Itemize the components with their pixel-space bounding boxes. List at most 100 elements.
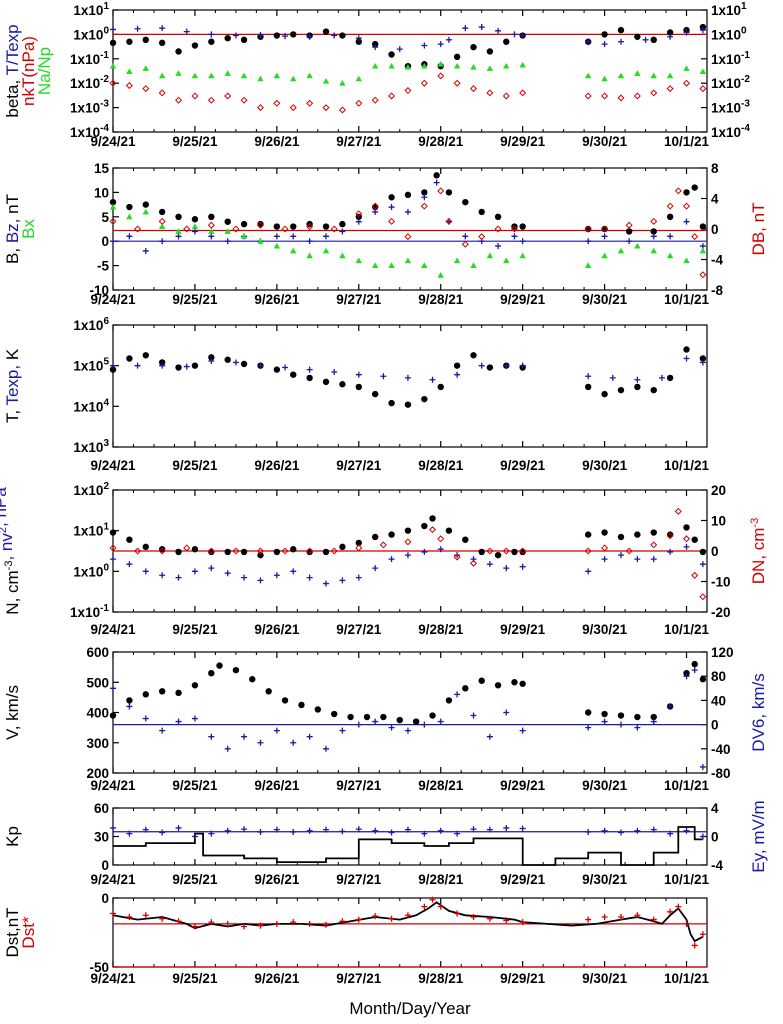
data-point	[126, 703, 133, 710]
data-point	[421, 189, 428, 196]
data-point	[650, 718, 657, 725]
data-point	[355, 826, 362, 833]
data-point	[355, 383, 362, 391]
data-point	[691, 536, 698, 543]
data-point	[232, 547, 240, 555]
data-point	[207, 96, 215, 104]
data-point	[486, 48, 494, 55]
data-point	[486, 826, 493, 833]
data-point	[486, 89, 494, 97]
data-point	[371, 96, 379, 104]
data-point	[257, 75, 264, 82]
data-point	[433, 172, 440, 179]
y-tick-label: 15	[94, 161, 110, 176]
y-label-part: T,	[3, 406, 22, 424]
data-point	[445, 697, 453, 704]
data-point	[224, 745, 231, 752]
y-tick-label: 400	[86, 706, 109, 721]
x-tick-label: 9/27/21	[336, 778, 382, 793]
data-point	[372, 718, 379, 725]
data-point	[584, 225, 592, 233]
data-point	[502, 547, 510, 555]
data-point	[142, 85, 150, 93]
data-point	[257, 922, 264, 929]
x-tick-label: 10/1/21	[664, 778, 710, 793]
y-label-part: V, km/s	[3, 685, 22, 740]
data-point	[585, 916, 592, 923]
data-point	[110, 910, 116, 917]
data-point	[208, 830, 215, 837]
data-point	[290, 247, 297, 254]
y-tick-label: 600	[86, 645, 109, 660]
y-tick-base: 1x10	[70, 101, 100, 116]
x-tick-label: 9/26/21	[254, 872, 300, 887]
data-point	[634, 531, 641, 538]
data-point	[634, 70, 641, 76]
data-point	[110, 362, 116, 369]
data-point	[273, 233, 280, 240]
data-point	[625, 547, 633, 555]
data-point	[191, 42, 199, 49]
data-point	[142, 208, 149, 215]
y-label-part: nT	[3, 194, 22, 214]
x-tick-label: 9/26/21	[254, 458, 300, 473]
data-point	[609, 374, 616, 381]
y-tick-label: 0	[101, 858, 109, 873]
data-point	[511, 548, 518, 556]
y-tick-base: 1x10	[73, 3, 103, 18]
data-point	[478, 362, 485, 369]
data-point	[437, 272, 444, 278]
data-point	[585, 383, 592, 391]
y-tick-base: 1x10	[70, 605, 100, 620]
data-point	[699, 23, 707, 31]
x-tick-label: 9/24/21	[90, 971, 136, 986]
y-tick-exponent: -1	[100, 603, 109, 614]
data-point	[323, 826, 330, 833]
data-point	[330, 547, 338, 555]
data-point	[617, 386, 625, 394]
data-point	[110, 238, 116, 245]
data-point	[650, 916, 657, 923]
x-tick-label: 9/29/21	[500, 971, 546, 986]
data-point	[208, 354, 215, 361]
data-point	[478, 233, 486, 241]
data-point	[298, 701, 305, 709]
data-point	[208, 358, 215, 365]
data-point	[585, 373, 592, 380]
right-y-tick-label: 1x10-1	[711, 50, 750, 67]
data-point	[584, 92, 592, 100]
y-tick-label: 1x103	[73, 438, 109, 455]
data-point	[445, 527, 453, 534]
data-point	[191, 216, 199, 223]
data-point	[666, 29, 674, 36]
data-point	[388, 531, 395, 538]
data-point	[617, 829, 624, 836]
data-point	[494, 551, 502, 559]
data-point	[421, 42, 428, 49]
y-tick-label: 1x10-1	[70, 50, 109, 67]
y-label-part: N, cm	[3, 570, 22, 614]
data-point	[666, 531, 674, 538]
data-point	[256, 547, 264, 555]
data-point	[241, 923, 248, 930]
data-point	[208, 565, 215, 572]
y-axis-label: T, Texp, K	[3, 348, 22, 423]
data-point	[159, 238, 166, 245]
data-point	[478, 208, 485, 216]
data-point	[683, 355, 690, 362]
data-point	[249, 676, 256, 683]
data-point	[699, 68, 707, 74]
data-point	[355, 38, 362, 45]
data-point	[683, 79, 691, 87]
y-tick-label: 1x10-2	[70, 74, 109, 91]
data-point	[699, 27, 706, 34]
data-point	[363, 713, 371, 721]
data-point	[519, 919, 526, 926]
data-point	[273, 572, 280, 579]
data-point	[584, 547, 592, 555]
data-point	[265, 688, 272, 695]
x-tick-label: 10/1/21	[664, 134, 710, 149]
data-point	[257, 577, 264, 584]
plot-frame	[112, 167, 708, 291]
data-point	[396, 46, 403, 53]
